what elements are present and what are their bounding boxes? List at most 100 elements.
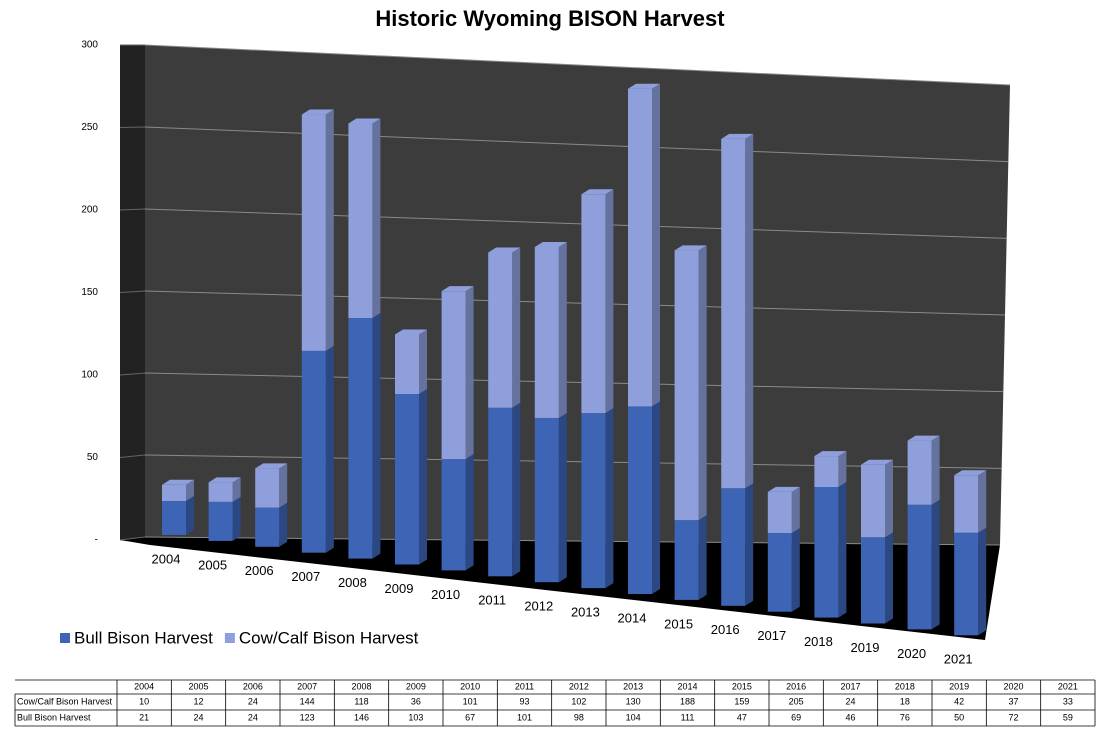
grid: - 50 100 150 200 250 300 <box>81 40 1011 546</box>
table-header: 2012 <box>569 681 589 691</box>
bar-side <box>325 109 334 351</box>
table-cell: 76 <box>900 712 910 722</box>
table-cell: 37 <box>1008 696 1018 706</box>
legend-swatch <box>60 633 70 643</box>
table-cell: 50 <box>954 712 964 722</box>
table-header: 2016 <box>786 681 806 691</box>
table-cell: 24 <box>193 712 203 722</box>
bar <box>907 504 932 630</box>
table-cell: 59 <box>1063 712 1073 722</box>
bar <box>534 247 559 418</box>
bar-side <box>791 527 800 612</box>
y-tick-label: 300 <box>81 40 98 51</box>
table-header: 2008 <box>351 681 371 691</box>
bar-side <box>372 118 381 318</box>
bar <box>255 468 280 508</box>
table-header: 2009 <box>406 681 426 691</box>
table-cell: 98 <box>574 712 584 722</box>
bar <box>814 456 839 488</box>
table-header: 2015 <box>732 681 752 691</box>
bar-side <box>558 412 567 583</box>
table-cell: 111 <box>681 712 695 722</box>
table-header: 2013 <box>623 681 643 691</box>
table-row-label: Bull Bison Harvest <box>17 712 91 722</box>
bar-side <box>978 527 987 636</box>
table-header: 2007 <box>297 681 317 691</box>
legend-label: Cow/Calf Bison Harvest <box>239 628 419 647</box>
bar-top <box>441 286 474 292</box>
table-cell: 123 <box>300 712 315 722</box>
x-tick-label: 2011 <box>478 593 506 608</box>
table-cell: 101 <box>517 712 532 722</box>
bar-side <box>652 401 660 594</box>
table-header: 2018 <box>895 681 915 691</box>
bar <box>488 252 513 408</box>
grid-line-side <box>119 536 146 541</box>
bar <box>861 464 885 538</box>
bar-side <box>745 483 754 606</box>
data-table: 2004 2005 2006 2007 2008 2009 2010 2011 2012 2013… <box>14 679 1096 727</box>
bar <box>721 138 746 489</box>
bar <box>954 475 979 533</box>
table-row-label: Cow/Calf Bison Harvest <box>17 696 113 706</box>
table-header: 2017 <box>840 681 860 691</box>
table-header: 2020 <box>1003 681 1023 691</box>
table-cell: 72 <box>1008 712 1018 722</box>
table-cell: 24 <box>845 696 855 706</box>
x-tick-label: 2012 <box>524 599 553 614</box>
bar-top <box>674 245 707 251</box>
y-tick-label: 100 <box>81 370 98 381</box>
table-cell: 21 <box>139 712 149 722</box>
y-tick-label: 150 <box>81 287 98 298</box>
bar <box>581 413 606 589</box>
grid-line <box>144 372 1004 393</box>
x-tick-label: 2013 <box>571 605 600 620</box>
bar-top <box>208 477 241 483</box>
grid-line <box>144 44 1011 86</box>
bar-top <box>861 459 893 465</box>
chart-title: Historic Wyoming BISON Harvest <box>375 6 725 31</box>
grid-line <box>144 208 1007 239</box>
bar <box>301 350 326 553</box>
table-header: 2006 <box>243 681 263 691</box>
bar-side <box>931 435 940 505</box>
bar <box>861 537 885 624</box>
bar-side <box>465 454 474 571</box>
x-tick-label: 2006 <box>245 563 274 578</box>
legend-swatch <box>224 633 235 643</box>
x-tick-label: 2015 <box>664 616 693 631</box>
bar-side <box>558 242 567 418</box>
table-cell: 103 <box>408 712 423 722</box>
table-cell: 118 <box>354 696 368 706</box>
bar-side <box>419 389 427 565</box>
table-header: 2014 <box>677 681 697 691</box>
bar <box>255 507 280 547</box>
bar-top <box>534 242 567 247</box>
table-cell: 102 <box>571 696 586 706</box>
table-cell: 46 <box>845 712 855 722</box>
grid-line <box>144 454 1002 469</box>
bar <box>441 291 466 460</box>
bar-top <box>255 463 288 469</box>
x-tick-label: 2018 <box>804 634 833 649</box>
grid-line <box>144 536 1001 546</box>
grid-line-side <box>119 290 146 293</box>
bar <box>348 123 373 318</box>
bar <box>488 407 513 577</box>
table-cell: 24 <box>248 696 258 706</box>
bar <box>162 500 186 535</box>
bar-side <box>978 470 987 533</box>
bar-side <box>745 133 754 489</box>
grid-line-side <box>119 454 146 458</box>
bar <box>395 394 419 565</box>
bar-side <box>885 459 893 538</box>
bar-side <box>512 247 521 408</box>
bar <box>348 317 373 559</box>
table-cell: 12 <box>193 696 203 706</box>
table-cell: 10 <box>139 696 149 706</box>
x-tick-label: 2004 <box>152 551 181 566</box>
table-cell: 159 <box>734 696 749 706</box>
grid-line-side <box>119 126 146 128</box>
bar-side <box>698 515 707 600</box>
